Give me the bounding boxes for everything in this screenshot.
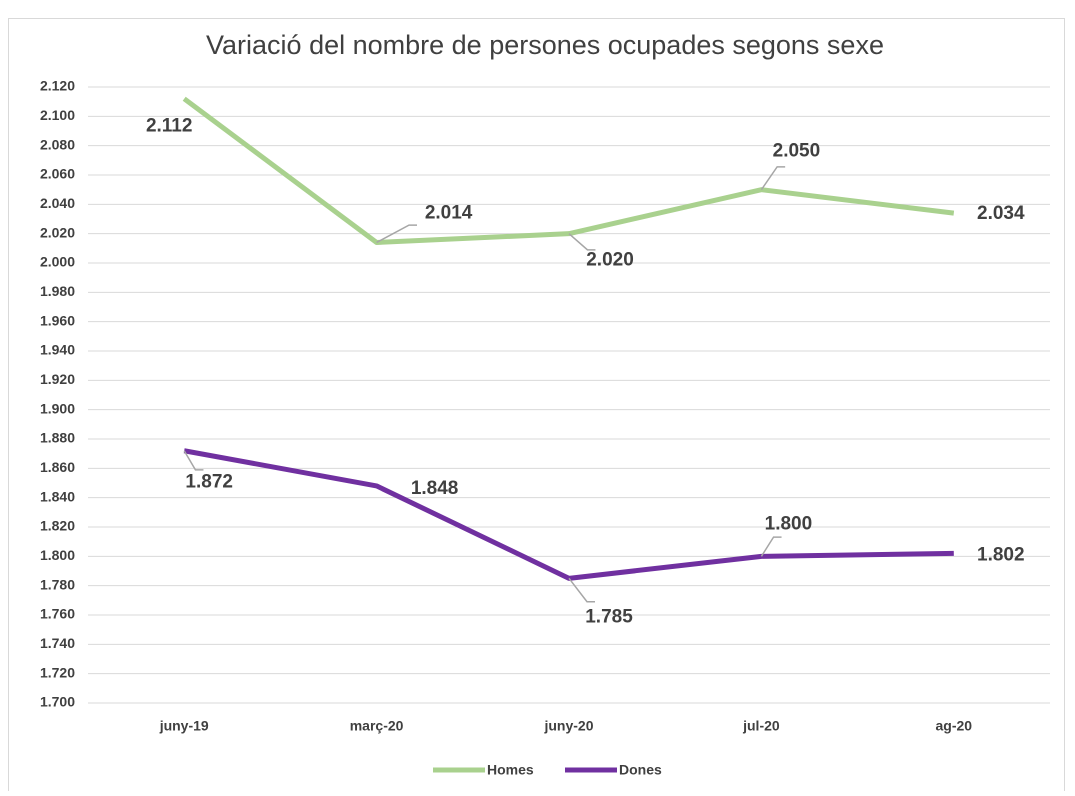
- chart-title: Variació del nombre de persones ocupades…: [206, 30, 884, 60]
- chart-frame: [8, 18, 1065, 796]
- leader-line: [568, 577, 595, 603]
- legend-label: Dones: [619, 762, 662, 778]
- data-label: 2.034: [977, 203, 1025, 224]
- y-tick-label: 2.020: [40, 224, 75, 240]
- y-tick-label: 1.820: [40, 518, 75, 534]
- data-label: 1.800: [765, 513, 813, 534]
- leader-line: [760, 166, 786, 191]
- y-tick-label: 2.100: [40, 107, 75, 123]
- y-tick-label: 1.960: [40, 312, 75, 328]
- y-tick-label: 2.040: [40, 195, 75, 211]
- y-tick-label: 1.720: [40, 664, 75, 680]
- y-tick-label: 2.000: [40, 254, 75, 270]
- data-label: 1.848: [411, 478, 459, 499]
- y-tick-label: 1.740: [40, 635, 75, 651]
- y-tick-label: 1.860: [40, 459, 75, 475]
- leader-line: [376, 224, 417, 244]
- y-tick-label: 1.840: [40, 488, 75, 504]
- x-tick-label: juny-19: [159, 718, 209, 734]
- y-tick-label: 2.060: [40, 166, 75, 182]
- y-tick-label: 1.920: [40, 371, 75, 387]
- data-label: 2.014: [425, 202, 473, 223]
- y-tick-label: 1.780: [40, 576, 75, 592]
- data-label: 1.802: [977, 544, 1025, 565]
- y-tick-label: 1.760: [40, 606, 75, 622]
- x-tick-label: jul-20: [742, 718, 780, 734]
- data-label: 1.785: [585, 606, 633, 627]
- leader-line: [183, 450, 204, 471]
- data-label: 2.050: [773, 141, 821, 162]
- leader-line: [568, 233, 596, 251]
- x-tick-label: juny-20: [543, 718, 593, 734]
- y-tick-label: 1.940: [40, 342, 75, 358]
- y-tick-label: 1.980: [40, 283, 75, 299]
- y-tick-label: 1.800: [40, 547, 75, 563]
- data-label: 2.020: [586, 250, 634, 271]
- data-label: 2.112: [146, 116, 193, 137]
- y-tick-label: 1.700: [40, 694, 75, 710]
- x-tick-label: març-20: [350, 718, 404, 734]
- y-tick-label: 1.880: [40, 430, 75, 446]
- y-tick-label: 2.120: [40, 78, 75, 94]
- leader-line: [760, 536, 782, 557]
- x-tick-label: ag-20: [936, 718, 973, 734]
- legend-label: Homes: [487, 762, 534, 778]
- y-tick-label: 2.080: [40, 136, 75, 152]
- y-tick-label: 1.900: [40, 400, 75, 416]
- data-label: 1.872: [185, 472, 233, 493]
